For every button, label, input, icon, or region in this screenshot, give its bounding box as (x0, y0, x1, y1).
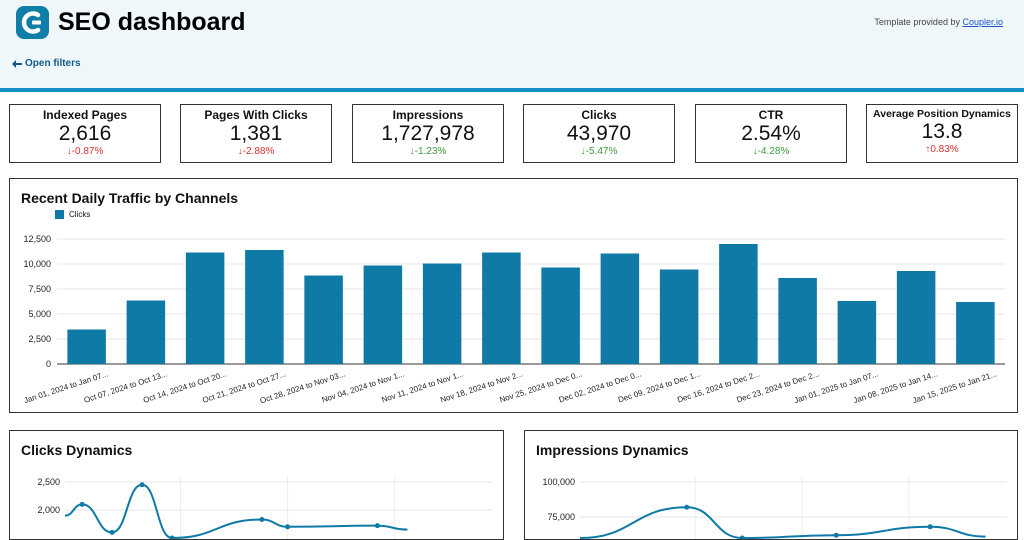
data-point (739, 535, 745, 539)
series-line (64, 483, 408, 539)
kpi-change-value: 0.83% (930, 144, 959, 155)
kpi-value: 2,616 (58, 122, 112, 145)
coupler-logo-icon (16, 6, 49, 39)
kpi-value: 2.54% (741, 122, 801, 145)
kpi-value: 1,727,978 (381, 122, 475, 145)
kpi-change-value: -5.47% (585, 146, 618, 157)
bar-clicks (719, 244, 758, 364)
kpi-card-average-position: Average Position Dynamics 13.8 ↑0.83% (866, 104, 1018, 163)
y-tick-label: 0 (46, 359, 51, 369)
impressions-line-chart: 75,000 100,000 (542, 476, 1007, 539)
kpi-change-value: -0.87% (71, 146, 104, 157)
kpi-title: Indexed Pages (42, 108, 128, 122)
traffic-legend: Clicks (55, 210, 90, 219)
bar-clicks (482, 252, 521, 364)
kpi-card-clicks: Clicks 43,970 ↓-5.47% (523, 104, 675, 163)
kpi-value: 13.8 (921, 120, 963, 143)
series-line (579, 506, 986, 539)
template-note: Template provided by Coupler.io (874, 17, 1003, 27)
kpi-change: ↑0.83% (867, 144, 1017, 155)
bar-clicks (896, 271, 936, 364)
y-tick-label: 10,000 (23, 259, 51, 269)
y-tick-label: 12,500 (23, 234, 51, 244)
bar-clicks (422, 263, 462, 364)
impressions-panel: Impressions Dynamics 75,000 100,000 (524, 430, 1018, 540)
header-accent-bar (0, 88, 1024, 92)
data-point (139, 482, 145, 488)
arrow-down-icon: ↓ (409, 146, 415, 157)
kpi-card-indexed-pages: Indexed Pages 2,616 ↓-0.87% (9, 104, 161, 163)
y-tick-label: 7,500 (28, 284, 51, 294)
y-tick-label: 2,500 (37, 477, 60, 487)
kpi-change-value: -1.23% (414, 146, 447, 157)
bar-clicks (245, 250, 284, 364)
bar-clicks (304, 275, 343, 364)
clicks-panel-title: Clicks Dynamics (21, 442, 133, 458)
kpi-change: ↓-2.88% (181, 146, 331, 157)
bar-clicks (185, 252, 225, 364)
kpi-card-pages-with-clicks: Pages With Clicks 1,381 ↓-2.88% (180, 104, 332, 163)
kpi-title: Average Position Dynamics (873, 108, 1011, 120)
kpi-title: CTR (758, 108, 784, 122)
kpi-title: Pages With Clicks (204, 108, 308, 122)
header: SEO dashboard Template provided by Coupl… (0, 0, 1024, 88)
kpi-value: 1,381 (229, 122, 283, 145)
data-point (79, 501, 85, 507)
y-tick-label: 75,000 (547, 512, 575, 522)
page-title: SEO dashboard (58, 8, 246, 36)
arrow-down-icon: ↓ (237, 146, 243, 157)
open-filters-label: Open filters (25, 58, 81, 69)
kpi-change: ↓-1.23% (353, 146, 503, 157)
data-point (169, 535, 175, 539)
clicks-panel: Clicks Dynamics 2,000 2,500 (9, 430, 504, 540)
y-tick-label: 2,000 (37, 505, 60, 515)
bar-clicks (67, 329, 106, 364)
arrow-left-icon (12, 59, 22, 68)
bar-clicks (363, 265, 403, 364)
y-tick-label: 100,000 (542, 477, 575, 487)
kpi-change: ↓-5.47% (524, 146, 674, 157)
kpi-change: ↓-4.28% (696, 146, 846, 157)
bar-clicks (600, 253, 640, 364)
bar-clicks (126, 300, 166, 364)
kpi-change: ↓-0.87% (10, 146, 160, 157)
impressions-panel-title: Impressions Dynamics (536, 442, 689, 458)
bar-clicks (837, 301, 877, 364)
clicks-line-chart: 2,000 2,500 (37, 476, 493, 539)
data-point (285, 524, 291, 530)
kpi-card-ctr: CTR 2.54% ↓-4.28% (695, 104, 847, 163)
bar-clicks (778, 278, 817, 364)
bar-clicks (659, 269, 699, 364)
data-point (374, 523, 380, 529)
arrow-down-icon: ↓ (580, 146, 586, 157)
data-point (927, 524, 933, 530)
data-point (684, 504, 690, 510)
data-point (833, 532, 839, 538)
legend-swatch-clicks (55, 210, 64, 219)
arrow-down-icon: ↓ (752, 146, 758, 157)
y-tick-label: 2,500 (28, 334, 51, 344)
kpi-title: Impressions (392, 108, 464, 122)
arrow-down-icon: ↓ (66, 146, 72, 157)
kpi-card-impressions: Impressions 1,727,978 ↓-1.23% (352, 104, 504, 163)
data-point (109, 529, 115, 535)
traffic-panel-title: Recent Daily Traffic by Channels (21, 190, 239, 206)
coupler-link[interactable]: Coupler.io (962, 17, 1003, 27)
traffic-panel: Recent Daily Traffic by Channels Clicks … (9, 178, 1018, 413)
kpi-value: 43,970 (566, 122, 632, 145)
data-point (259, 517, 265, 523)
arrow-up-icon: ↑ (925, 144, 931, 155)
legend-label-clicks: Clicks (69, 210, 91, 219)
open-filters-button[interactable]: Open filters (12, 58, 81, 69)
y-tick-label: 5,000 (28, 309, 51, 319)
template-note-text: Template provided by (874, 17, 963, 27)
kpi-change-value: -2.88% (242, 146, 275, 157)
bar-clicks (541, 267, 580, 364)
bar-clicks (956, 302, 995, 364)
kpi-change-value: -4.28% (757, 146, 790, 157)
kpi-title: Clicks (581, 108, 617, 122)
